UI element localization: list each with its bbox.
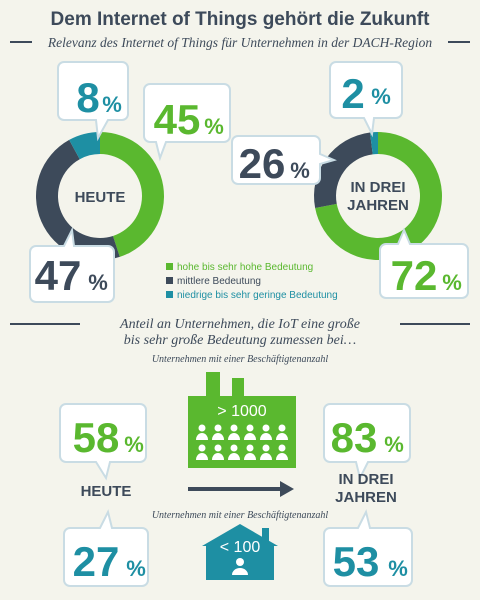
bubble-small-future: 53 % [323, 509, 413, 587]
callout-today-high: 45 % [143, 83, 231, 162]
factory-label: > 1000 [217, 403, 266, 420]
large-today-value: 58 [73, 414, 120, 461]
person-icon [260, 453, 272, 460]
donut-chart-future [314, 132, 443, 260]
bubble-large-today: 58 % [59, 403, 147, 481]
callout-today-low: 8 % [57, 61, 129, 142]
donut-future-slice-high [315, 132, 443, 260]
bubble-small-today: 27 % [63, 509, 149, 587]
house-label: < 100 [220, 539, 261, 556]
person-icon [198, 424, 206, 432]
donut-today-label: HEUTE [75, 189, 126, 206]
speech-bubble [323, 403, 411, 481]
donut-today-slice-low [69, 132, 100, 160]
page-title: Dem Internet of Things gehört die Zukunf… [51, 9, 431, 30]
callout-today-low-value: 8 [76, 74, 99, 121]
pct-sign: % [290, 158, 310, 183]
legend-swatch-mid [166, 277, 173, 284]
section2-heading-line1: Anteil an Unternehmen, die IoT eine groß… [119, 317, 360, 332]
legend-swatch-high [166, 263, 173, 270]
pct-sign: % [124, 432, 144, 457]
callout-today-mid: 47 % [29, 226, 115, 303]
speech-bubble [323, 509, 413, 587]
note-large-companies: Unternehmen mit einer Beschäftigtenanzah… [152, 354, 329, 365]
person-icon [212, 433, 224, 440]
speech-bubble [63, 509, 149, 587]
callout-today-high-value: 45 [154, 96, 201, 143]
section2-today-label: HEUTE [81, 483, 132, 500]
donut-future-label-line2: JAHREN [347, 197, 409, 214]
person-icon [244, 453, 256, 460]
legend-label-mid: mittlere Bedeutung [177, 276, 261, 287]
person-icon [214, 444, 222, 452]
small-future-value: 53 [333, 538, 380, 585]
person-icon [246, 424, 254, 432]
arrow-right-icon [188, 481, 294, 497]
person-icon [228, 453, 240, 460]
pct-sign: % [442, 270, 462, 295]
person-icon [246, 444, 254, 452]
donut-future-label-line1: IN DREI [350, 179, 405, 196]
pct-sign: % [102, 92, 122, 117]
donut-today-slice-high [100, 132, 164, 257]
person-icon [262, 424, 270, 432]
callout-today-mid-value: 47 [35, 252, 82, 299]
person-icon [228, 433, 240, 440]
person-icon [278, 424, 286, 432]
pct-sign: % [371, 84, 391, 109]
pct-sign: % [126, 556, 146, 581]
person-icon [260, 433, 272, 440]
pct-sign: % [204, 114, 224, 139]
pct-sign: % [88, 270, 108, 295]
legend-label-low: niedrige bis sehr geringe Bedeutung [177, 290, 338, 301]
bubble-large-future: 83 % [323, 403, 411, 481]
note-small-companies: Unternehmen mit einer Beschäftigtenanzah… [152, 510, 329, 521]
legend-swatch-low [166, 291, 173, 298]
section2-future-label-line1: IN DREI [338, 471, 393, 488]
pct-sign: % [388, 556, 408, 581]
person-icon [214, 424, 222, 432]
person-icon [198, 444, 206, 452]
speech-bubble [329, 61, 403, 138]
person-icon [262, 444, 270, 452]
callout-future-low-value: 2 [341, 70, 364, 117]
person-icon [230, 424, 238, 432]
person-icon [230, 444, 238, 452]
section2-heading-line2: bis sehr große Bedeutung zumessen bei… [124, 333, 356, 348]
legend: hohe bis sehr hohe Bedeutung mittlere Be… [166, 262, 338, 301]
small-today-value: 27 [73, 538, 120, 585]
speech-bubble [231, 135, 337, 185]
donut-future-slice-mid [314, 132, 373, 208]
speech-bubble [29, 226, 115, 303]
person-icon [278, 444, 286, 452]
person-icon [212, 453, 224, 460]
person-icon [196, 453, 208, 460]
speech-bubble [59, 403, 147, 481]
legend-label-high: hohe bis sehr hohe Bedeutung [177, 262, 313, 273]
donut-chart-today [35, 132, 164, 260]
callout-future-low: 2 % [329, 61, 403, 138]
donut-future-slice-low [369, 132, 378, 155]
person-icon [196, 433, 208, 440]
speech-bubble [143, 83, 231, 162]
page-subtitle: Relevanz des Internet of Things für Unte… [47, 35, 433, 50]
donut-today-slice-mid [35, 139, 120, 260]
large-future-value: 83 [331, 414, 378, 461]
person-icon [244, 433, 256, 440]
house-icon [202, 524, 278, 580]
factory-icon [188, 372, 296, 468]
section2-future-label-line2: JAHREN [335, 489, 397, 506]
speech-bubble [379, 227, 469, 299]
callout-future-mid-value: 26 [239, 140, 286, 187]
pct-sign: % [384, 432, 404, 457]
person-icon [276, 453, 288, 460]
callout-future-high: 72 % [379, 227, 469, 299]
person-icon [276, 433, 288, 440]
callout-future-high-value: 72 [391, 252, 438, 299]
speech-bubble [57, 61, 129, 142]
callout-future-mid: 26 % [231, 135, 337, 187]
